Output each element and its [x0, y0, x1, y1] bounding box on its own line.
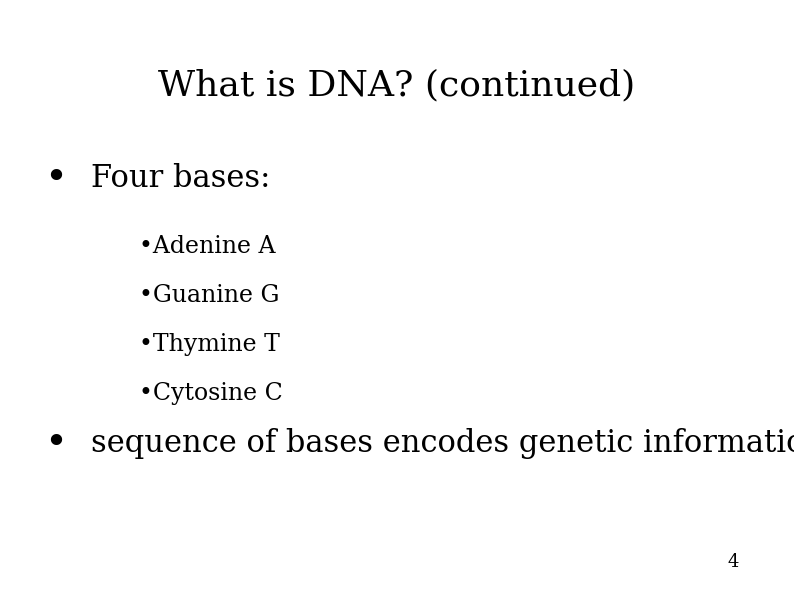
Text: •Adenine A: •Adenine A — [139, 236, 276, 258]
Text: Four bases:: Four bases: — [91, 163, 271, 194]
Text: What is DNA? (continued): What is DNA? (continued) — [158, 68, 636, 102]
Text: sequence of bases encodes genetic information: sequence of bases encodes genetic inform… — [91, 428, 794, 459]
Text: •Cytosine C: •Cytosine C — [139, 382, 283, 405]
Text: •Thymine T: •Thymine T — [139, 333, 279, 356]
Text: 4: 4 — [727, 553, 738, 571]
Text: •Guanine G: •Guanine G — [139, 284, 279, 307]
Text: •: • — [44, 160, 67, 197]
Text: •: • — [44, 425, 67, 462]
